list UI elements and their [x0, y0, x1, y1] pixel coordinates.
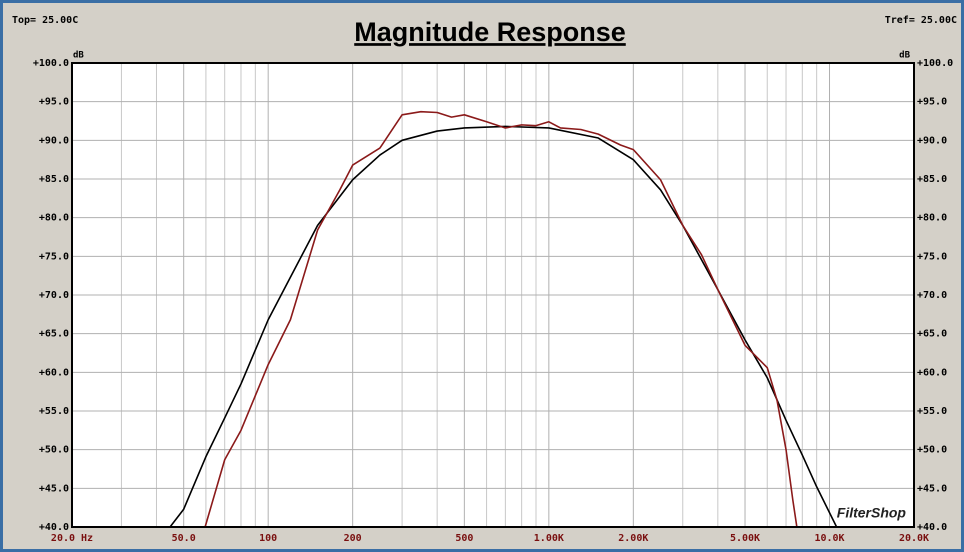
x-tick-label: 20.0 Hz: [51, 533, 93, 544]
y-unit-left: dB: [73, 51, 84, 61]
x-tick-label: 2.00K: [618, 533, 648, 544]
y-tick-label-right: +75.0: [917, 251, 947, 262]
y-tick-label-left: +95.0: [39, 97, 69, 108]
x-tick-label: 5.00K: [730, 533, 760, 544]
y-tick-label-right: +40.0: [917, 522, 947, 533]
y-tick-label-left: +90.0: [39, 135, 69, 146]
watermark: FilterShop: [837, 505, 907, 521]
y-tick-label-left: +50.0: [39, 445, 69, 456]
y-tick-label-right: +80.0: [917, 213, 947, 224]
plot-border: [71, 62, 915, 528]
y-tick-label-left: +70.0: [39, 290, 69, 301]
y-tick-label-right: +90.0: [917, 135, 947, 146]
y-tick-label-right: +85.0: [917, 174, 947, 185]
chart-title: Magnitude Response: [354, 17, 626, 47]
y-tick-label-left: +45.0: [39, 483, 69, 494]
lines: [72, 110, 838, 528]
y-tick-label-right: +60.0: [917, 367, 947, 378]
y-tick-label-right: +65.0: [917, 329, 947, 340]
y-tick-label-left: +80.0: [39, 213, 69, 224]
x-tick-label: 1.00K: [534, 533, 564, 544]
y-tick-label-right: +45.0: [917, 483, 947, 494]
x-tick-label: 200: [344, 533, 362, 544]
x-tick-label: 500: [455, 533, 473, 544]
y-tick-label-right: +100.0: [917, 58, 953, 69]
x-tick-label: 100: [259, 533, 277, 544]
top-label: Top= 25.00C: [12, 15, 78, 26]
y-tick-label-right: +50.0: [917, 445, 947, 456]
y-tick-label-left: +75.0: [39, 251, 69, 262]
x-tick-label: 10.0K: [814, 533, 844, 544]
y-tick-label-left: +55.0: [39, 406, 69, 417]
response-line: [169, 125, 838, 528]
y-tick-label-left: +65.0: [39, 329, 69, 340]
x-tick-label: 20.0K: [899, 533, 929, 544]
x-tick-label: 50.0: [172, 533, 196, 544]
tref-label: Tref= 25.00C: [885, 15, 957, 26]
y-tick-label-left: +100.0: [33, 58, 69, 69]
y-tick-label-left: +40.0: [39, 522, 69, 533]
y-unit-right: dB: [899, 51, 910, 61]
y-tick-label-right: +95.0: [917, 97, 947, 108]
response-line: [72, 110, 798, 528]
y-tick-label-left: +85.0: [39, 174, 69, 185]
y-tick-label-left: +60.0: [39, 367, 69, 378]
y-tick-label-right: +55.0: [917, 406, 947, 417]
y-tick-label-right: +70.0: [917, 290, 947, 301]
